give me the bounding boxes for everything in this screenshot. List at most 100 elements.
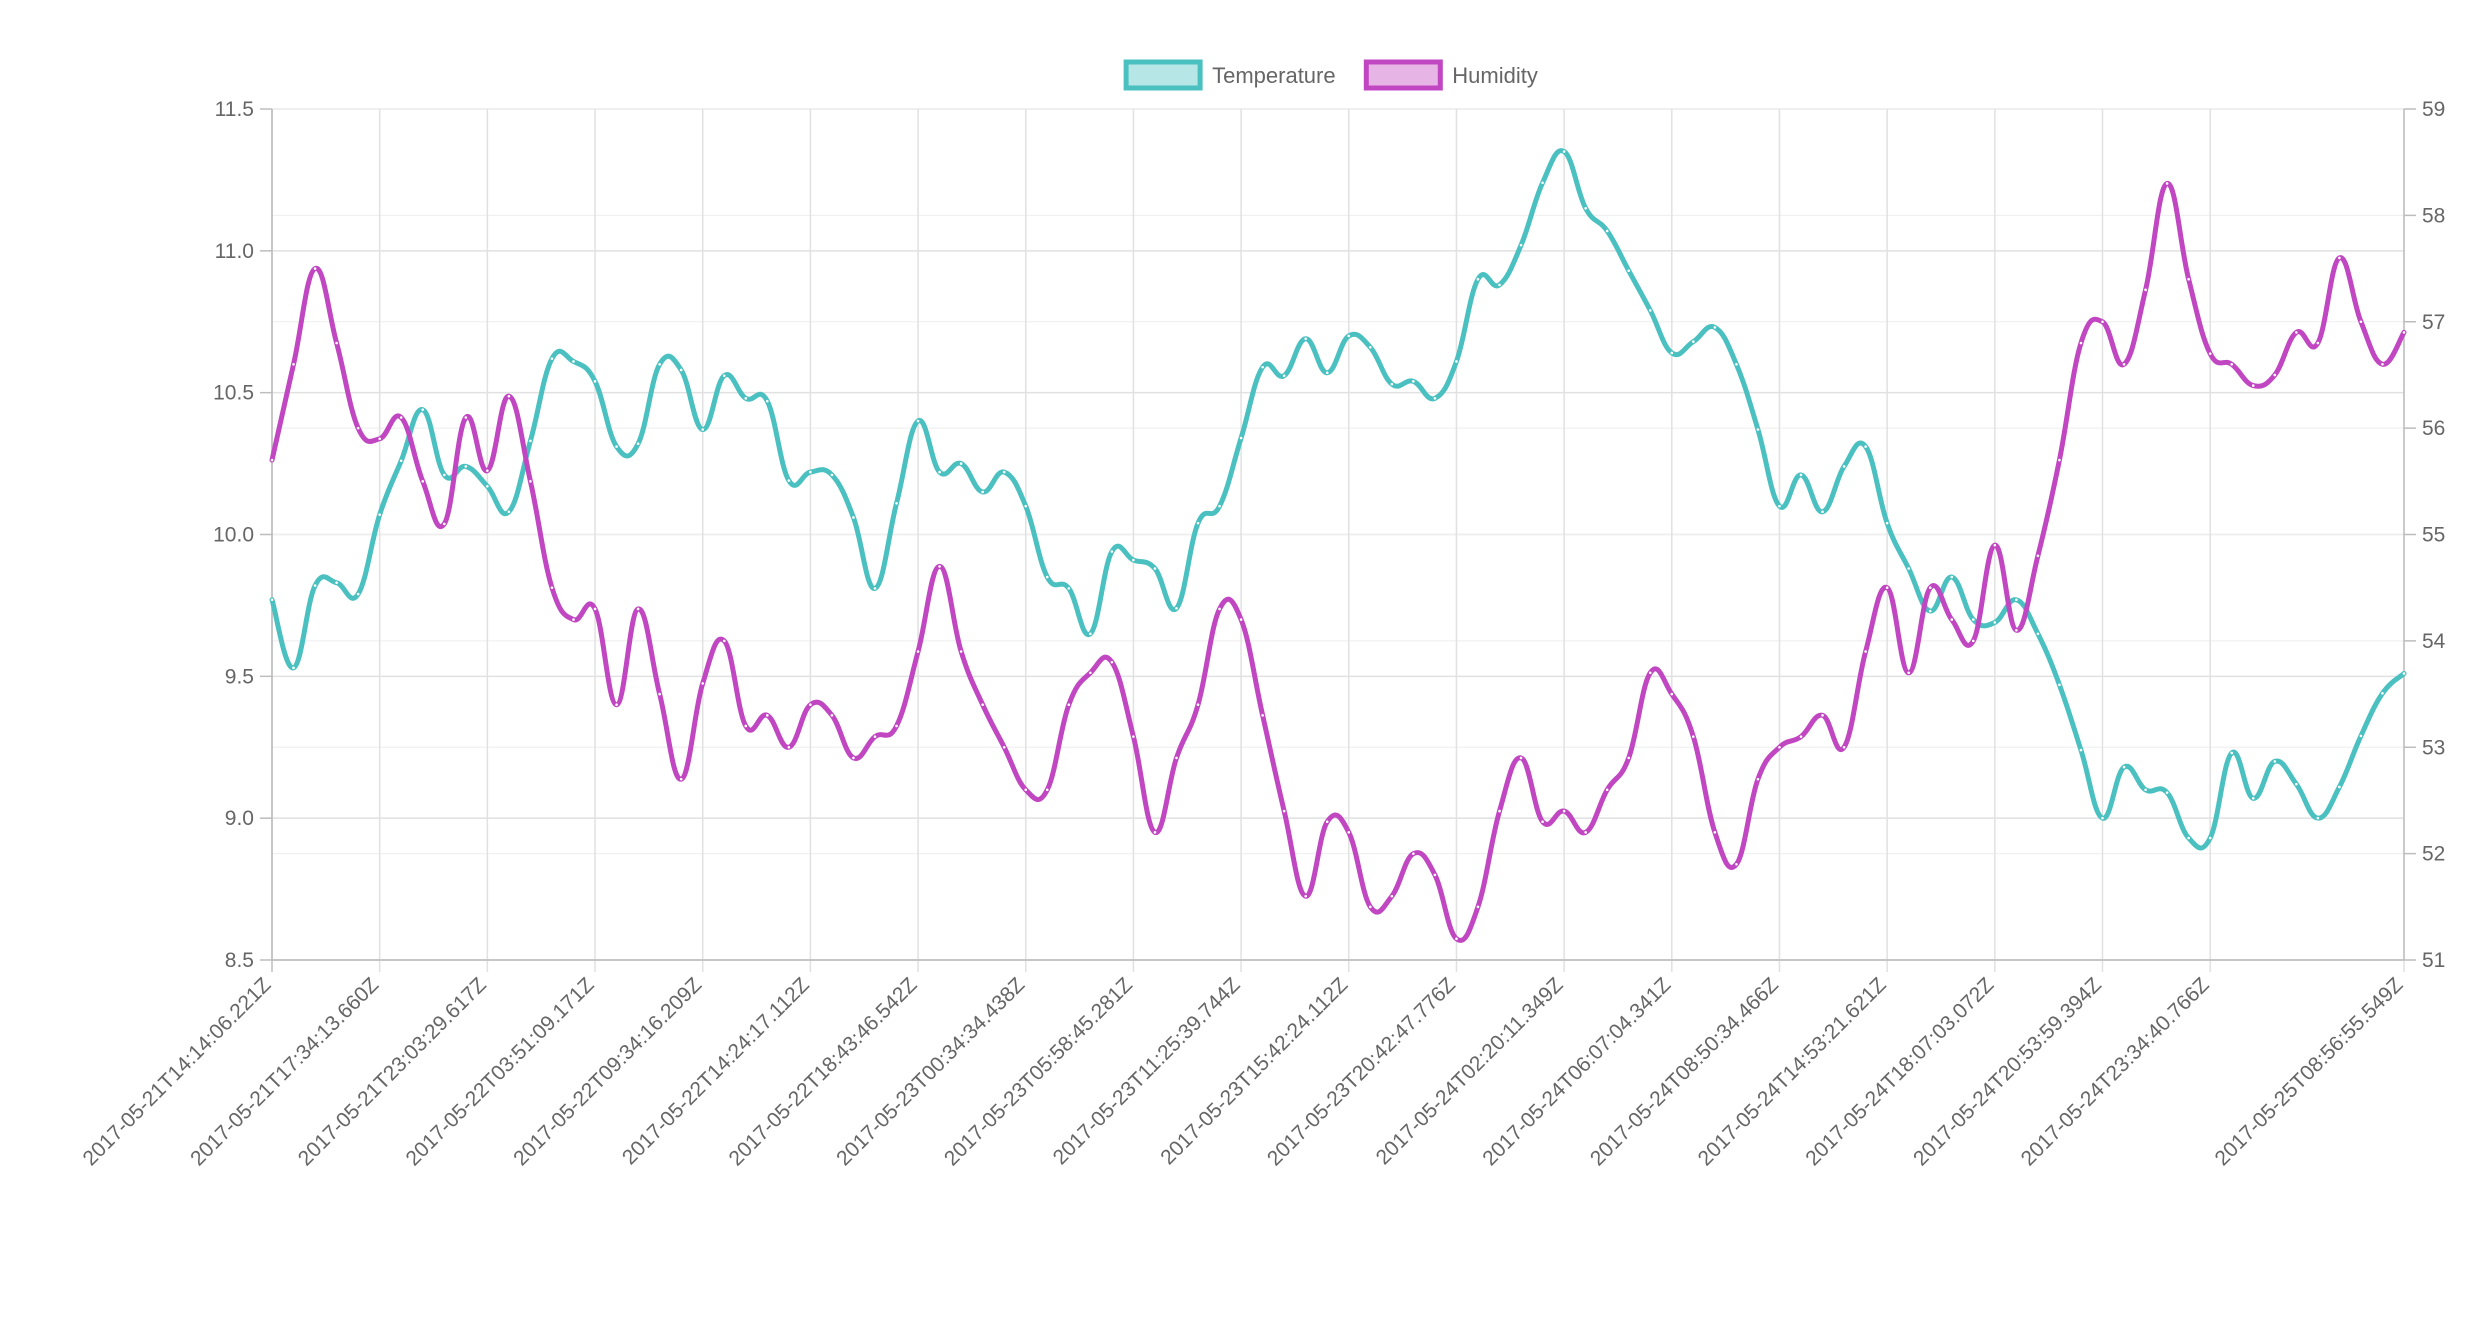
data-point-temperature[interactable] xyxy=(2100,815,2105,821)
data-point-temperature[interactable] xyxy=(549,356,555,361)
data-point-humidity[interactable] xyxy=(1066,702,1072,708)
legend[interactable]: Temperature Humidity xyxy=(1123,59,1538,91)
data-point-humidity[interactable] xyxy=(1647,670,1653,676)
data-point-temperature[interactable] xyxy=(485,483,490,489)
data-point-temperature[interactable] xyxy=(1066,586,1072,591)
data-point-temperature[interactable] xyxy=(1712,325,1718,330)
data-point-temperature[interactable] xyxy=(894,500,899,506)
data-point-humidity[interactable] xyxy=(872,734,878,739)
data-point-temperature[interactable] xyxy=(1884,520,1890,526)
data-point-humidity[interactable] xyxy=(485,468,490,473)
data-point-humidity[interactable] xyxy=(2315,340,2321,346)
data-point-humidity[interactable] xyxy=(2014,627,2019,633)
data-point-temperature[interactable] xyxy=(2078,747,2084,753)
data-point-humidity[interactable] xyxy=(1174,755,1179,761)
data-point-humidity[interactable] xyxy=(1389,893,1395,899)
data-point-temperature[interactable] xyxy=(657,362,662,367)
data-point-temperature[interactable] xyxy=(1303,336,1308,342)
data-point-humidity[interactable] xyxy=(937,564,942,569)
data-point-temperature[interactable] xyxy=(2207,835,2213,841)
data-point-temperature[interactable] xyxy=(1691,339,1696,344)
data-point-temperature[interactable] xyxy=(2250,796,2256,801)
data-point-humidity[interactable] xyxy=(2186,276,2191,282)
data-point-temperature[interactable] xyxy=(1260,364,1265,370)
data-point-humidity[interactable] xyxy=(829,713,835,718)
data-point-humidity[interactable] xyxy=(1777,744,1782,750)
data-point-humidity[interactable] xyxy=(614,702,619,708)
data-point-humidity[interactable] xyxy=(743,723,749,729)
data-point-humidity[interactable] xyxy=(1583,830,1588,835)
data-point-temperature[interactable] xyxy=(1324,370,1330,376)
data-point-humidity[interactable] xyxy=(549,585,555,590)
data-point-temperature[interactable] xyxy=(1238,435,1244,441)
data-point-humidity[interactable] xyxy=(1454,936,1459,942)
data-point-humidity[interactable] xyxy=(528,479,533,484)
data-point-temperature[interactable] xyxy=(355,591,361,597)
data-point-temperature[interactable] xyxy=(2035,631,2041,637)
legend-label[interactable]: Temperature xyxy=(1212,63,1336,88)
data-point-temperature[interactable] xyxy=(915,418,921,424)
data-point-humidity[interactable] xyxy=(1152,830,1158,835)
data-point-temperature[interactable] xyxy=(1669,350,1675,356)
data-point-temperature[interactable] xyxy=(334,580,339,586)
data-point-humidity[interactable] xyxy=(2337,255,2342,261)
data-point-humidity[interactable] xyxy=(721,638,727,644)
data-point-temperature[interactable] xyxy=(1152,566,1158,571)
data-point-humidity[interactable] xyxy=(635,606,641,612)
data-point-temperature[interactable] xyxy=(1927,608,1933,614)
data-point-humidity[interactable] xyxy=(1324,819,1330,825)
data-point-humidity[interactable] xyxy=(1238,617,1244,622)
data-point-temperature[interactable] xyxy=(1174,605,1179,611)
data-point-temperature[interactable] xyxy=(1088,631,1093,637)
data-point-temperature[interactable] xyxy=(1454,359,1459,364)
data-point-humidity[interactable] xyxy=(506,393,512,399)
data-point-temperature[interactable] xyxy=(2272,759,2278,764)
data-point-temperature[interactable] xyxy=(463,464,469,469)
data-point-humidity[interactable] xyxy=(958,649,964,654)
data-point-temperature[interactable] xyxy=(441,472,447,478)
data-point-temperature[interactable] xyxy=(398,458,404,464)
data-point-temperature[interactable] xyxy=(1820,509,1825,515)
data-point-humidity[interactable] xyxy=(1303,893,1308,899)
data-point-humidity[interactable] xyxy=(1131,734,1136,739)
data-point-temperature[interactable] xyxy=(1346,333,1352,339)
data-point-humidity[interactable] xyxy=(2143,287,2148,293)
data-point-temperature[interactable] xyxy=(269,597,275,603)
data-point-temperature[interactable] xyxy=(743,396,749,401)
data-point-humidity[interactable] xyxy=(2401,330,2407,335)
data-point-temperature[interactable] xyxy=(1755,427,1761,432)
data-point-temperature[interactable] xyxy=(291,665,296,671)
data-point-humidity[interactable] xyxy=(1949,617,1955,622)
data-point-humidity[interactable] xyxy=(1411,851,1416,856)
data-point-temperature[interactable] xyxy=(2315,815,2321,821)
data-point-humidity[interactable] xyxy=(1217,606,1222,612)
legend-item-temperature[interactable]: Temperature xyxy=(1123,59,1336,91)
data-point-humidity[interactable] xyxy=(463,415,469,420)
data-point-humidity[interactable] xyxy=(312,266,318,271)
data-point-humidity[interactable] xyxy=(1001,744,1007,750)
data-point-temperature[interactable] xyxy=(851,515,856,520)
data-point-humidity[interactable] xyxy=(2272,372,2278,378)
data-point-humidity[interactable] xyxy=(765,713,770,718)
data-point-humidity[interactable] xyxy=(1088,670,1093,676)
data-point-temperature[interactable] xyxy=(1497,282,1502,288)
data-point-humidity[interactable] xyxy=(2057,457,2062,463)
data-point-temperature[interactable] xyxy=(592,379,598,384)
data-point-humidity[interactable] xyxy=(808,702,813,708)
data-point-humidity[interactable] xyxy=(915,649,921,654)
data-point-temperature[interactable] xyxy=(1023,503,1029,509)
data-point-humidity[interactable] xyxy=(441,521,447,527)
data-point-temperature[interactable] xyxy=(829,472,835,478)
data-point-temperature[interactable] xyxy=(1475,276,1481,282)
data-point-temperature[interactable] xyxy=(1841,464,1847,469)
data-point-temperature[interactable] xyxy=(1109,549,1115,554)
data-point-temperature[interactable] xyxy=(2121,764,2127,770)
data-point-temperature[interactable] xyxy=(1368,344,1373,350)
data-point-humidity[interactable] xyxy=(2035,553,2041,559)
data-point-humidity[interactable] xyxy=(1669,691,1675,697)
data-point-humidity[interactable] xyxy=(1540,819,1545,825)
data-point-humidity[interactable] xyxy=(2358,319,2364,325)
legend-swatch[interactable] xyxy=(1363,59,1443,91)
data-point-temperature[interactable] xyxy=(721,373,727,378)
data-point-humidity[interactable] xyxy=(269,457,275,463)
